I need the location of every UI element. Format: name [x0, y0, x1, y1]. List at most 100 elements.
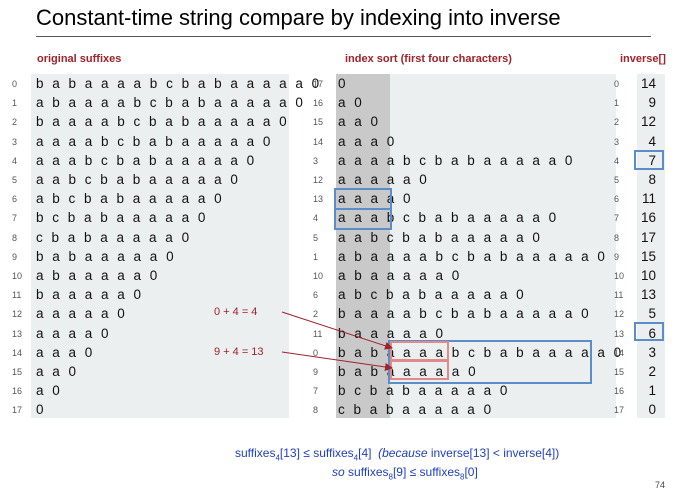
col-sorted-index: 6	[313, 290, 319, 301]
col-sorted-value: a b a a a a a 0	[338, 268, 462, 283]
col-orig-index: 12	[12, 309, 23, 320]
col-sorted-value: a a a a 0	[338, 191, 414, 207]
col-inv-index: 7	[614, 213, 620, 224]
original-suffixes-header: original suffixes	[37, 53, 122, 65]
col-sorted-value: a a 0	[338, 114, 381, 130]
col-inv-index: 5	[614, 175, 620, 185]
col-orig-index: 9	[12, 251, 18, 262]
col-inv-index: 13	[614, 328, 625, 339]
col-orig-index: 0	[12, 79, 18, 89]
col-orig-value: b a a a a b c b a b a a a a a 0	[36, 114, 290, 130]
col-inv-index: 12	[614, 309, 625, 320]
col-orig-value: a b c b a b a a a a a 0	[36, 191, 225, 207]
col-inv-value: 8	[648, 172, 656, 187]
col-inv-index: 6	[614, 194, 620, 205]
col-sorted-index: 17	[313, 79, 324, 89]
col-orig-index: 17	[12, 405, 23, 416]
col-sorted-index: 1	[313, 251, 319, 262]
footer-line-1: suffixes4[13] ≤ suffixes4[4] (because in…	[235, 446, 560, 463]
col-inv-value: 5	[648, 306, 656, 322]
col-orig-value: a a a b c b a b a a a a a 0	[36, 152, 257, 168]
col-orig-value: a a a a b c b a b a a a a a 0	[36, 133, 273, 149]
col-orig-index: 3	[12, 136, 18, 147]
col-orig-value: b a b a a a a a 0	[36, 248, 177, 264]
col-orig-value: 0	[36, 402, 47, 418]
col-inv-index: 0	[614, 79, 620, 89]
col-inv-value: 13	[640, 287, 656, 303]
col-inv-value: 15	[640, 248, 656, 264]
col-sorted-index: 12	[313, 175, 324, 185]
col-inv-value: 11	[641, 191, 656, 207]
col-sorted-value: b a b a a a a a 0	[338, 364, 479, 379]
col-sorted-index: 14	[313, 136, 324, 147]
inverse-panel	[637, 74, 665, 418]
col-orig-index: 8	[12, 232, 18, 243]
col-orig-index: 7	[12, 213, 18, 224]
col-orig-value: b a b a a a a b c b a b a a a a a 0	[36, 76, 322, 91]
col-inv-index: 2	[614, 117, 620, 128]
col-inv-index: 4	[614, 155, 620, 166]
col-sorted-index: 0	[313, 347, 319, 358]
inverse-4-box	[634, 150, 664, 170]
arrow-to-suffix-4	[281, 311, 393, 350]
page-number: 74	[654, 480, 665, 490]
col-orig-value: a a b c b a b a a a a a 0	[36, 172, 241, 187]
col-sorted-value: a a a a b c b a b a a a a a 0	[338, 152, 575, 168]
col-sorted-value: c b a b a a a a a 0	[338, 402, 494, 418]
col-sorted-index: 3	[313, 155, 319, 166]
col-inv-index: 3	[614, 136, 620, 147]
col-inv-value: 16	[640, 210, 656, 226]
col-inv-index: 17	[614, 405, 625, 416]
page-title: Constant-time string compare by indexing…	[36, 5, 561, 30]
col-inv-value: 10	[640, 268, 656, 283]
col-inv-value: 14	[640, 76, 656, 91]
col-sorted-index: 15	[313, 117, 324, 128]
col-sorted-value: a b c b a b a a a a a 0	[338, 287, 527, 303]
index-sort-header: index sort (first four characters)	[345, 53, 512, 65]
col-inv-index: 1	[614, 98, 620, 109]
col-inv-index: 15	[614, 367, 625, 377]
col-sorted-index: 8	[313, 405, 319, 416]
col-inv-value: 4	[648, 133, 656, 149]
col-inv-index: 11	[614, 290, 624, 301]
comparison-rows-box	[388, 340, 592, 384]
col-inv-index: 9	[614, 251, 620, 262]
col-sorted-value: a b a a a a b c b a b a a a a a 0	[338, 248, 608, 264]
col-sorted-index: 2	[313, 309, 319, 320]
col-orig-index: 6	[12, 194, 18, 205]
col-sorted-index: 9	[313, 367, 319, 377]
col-sorted-value: a a a b c b a b a a a a a 0	[338, 210, 559, 226]
col-sorted-index: 13	[313, 194, 324, 205]
footer-line-2: so suffixes8[9] ≤ suffixes8[0]	[332, 465, 478, 482]
inverse-13-box	[634, 322, 664, 341]
col-inv-value: 1	[648, 383, 656, 399]
col-orig-index: 10	[12, 271, 23, 281]
col-orig-value: a a 0	[36, 364, 79, 379]
col-sorted-index: 16	[313, 98, 324, 109]
col-orig-value: a a a 0	[36, 344, 95, 360]
col-inv-index: 16	[614, 386, 625, 397]
col-orig-index: 13	[12, 328, 23, 339]
col-sorted-value: b c b a b a a a a a 0	[338, 383, 510, 399]
col-sorted-index: 11	[313, 328, 323, 339]
col-orig-value: a b a a a a b c b a b a a a a a 0	[36, 95, 306, 111]
col-inv-value: 2	[648, 364, 656, 379]
col-sorted-value: a 0	[338, 95, 365, 111]
col-sorted-value: b a b a a a a b c b a b a a a a a 0	[338, 344, 624, 360]
col-sorted-value: a a b c b a b a a a a a 0	[338, 229, 543, 245]
col-orig-index: 14	[12, 347, 23, 358]
col-sorted-value: a a a 0	[338, 133, 397, 149]
inverse-header: inverse[]	[620, 53, 666, 65]
col-orig-value: a 0	[36, 383, 63, 399]
col-sorted-index: 5	[313, 232, 319, 243]
annotation-0-plus-4: 0 + 4 = 4	[214, 306, 258, 318]
col-orig-value: b a a a a a 0	[36, 287, 144, 303]
col-sorted-index: 4	[313, 213, 319, 224]
col-inv-value: 12	[640, 114, 656, 130]
col-sorted-value: a a a a a 0	[338, 172, 430, 187]
col-inv-value: 0	[648, 402, 656, 418]
col-inv-value: 3	[648, 344, 656, 360]
col-inv-value: 9	[648, 95, 656, 111]
col-inv-value: 6	[648, 325, 656, 341]
